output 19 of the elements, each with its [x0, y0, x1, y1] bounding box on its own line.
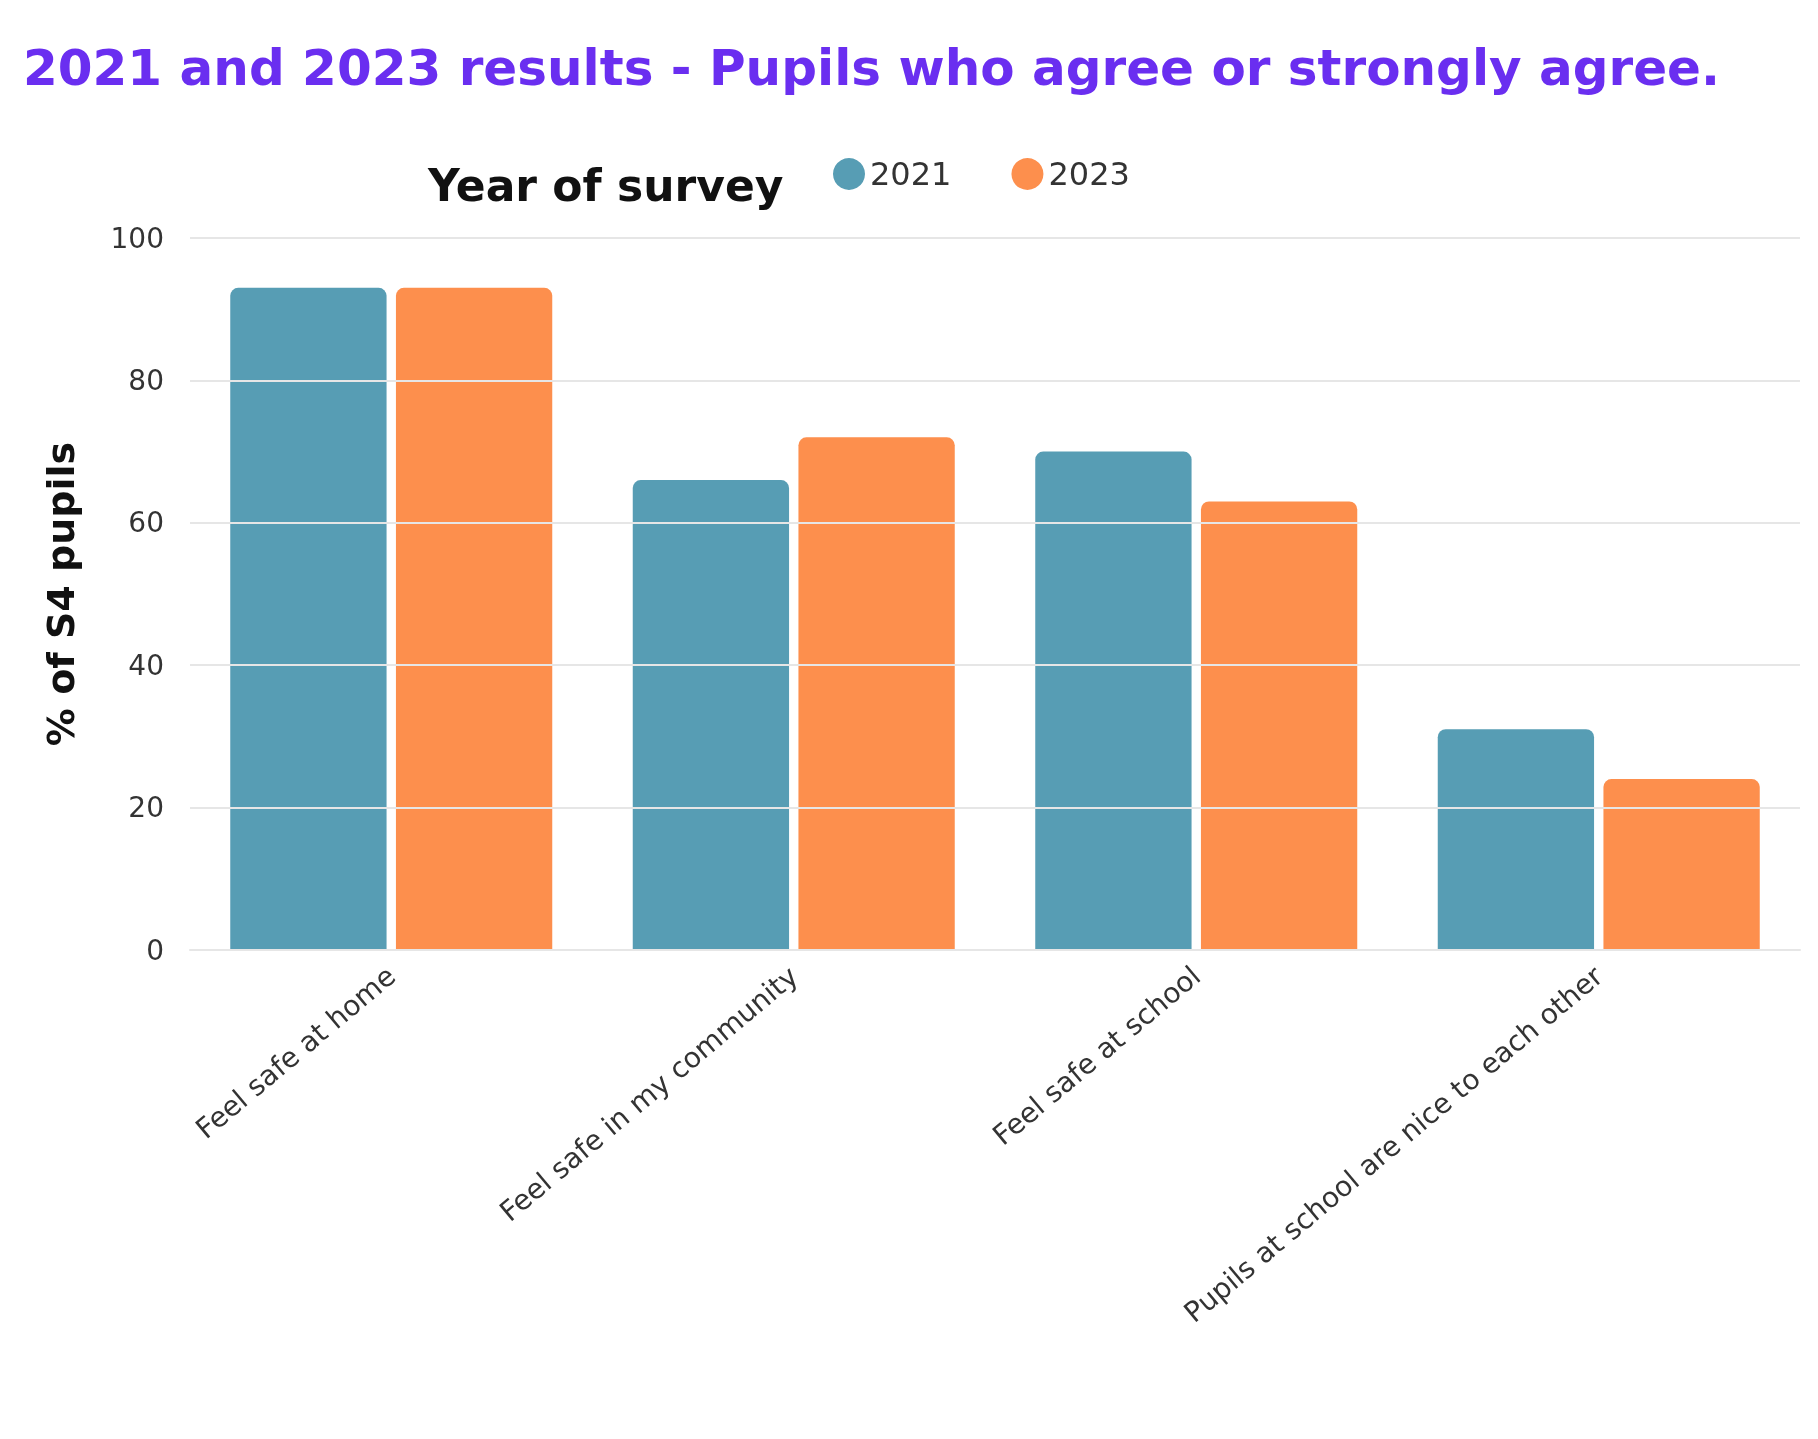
legend-title: Year of survey: [427, 159, 784, 211]
bar: [632, 480, 790, 950]
bar: [1437, 729, 1595, 950]
bar: [1035, 451, 1192, 950]
y-tick-label: 100: [110, 221, 164, 255]
y-tick-label: 40: [128, 648, 164, 682]
y-tick-label: 80: [128, 363, 164, 397]
y-axis-title: % of S4 pupils: [39, 441, 83, 747]
legend-label: 2023: [1048, 155, 1130, 193]
y-tick-label: 60: [128, 506, 164, 540]
bar: [798, 437, 955, 950]
bar: [395, 287, 553, 950]
y-tick-label: 20: [128, 791, 164, 825]
chart-title: 2021 and 2023 results - Pupils who agree or strongly agree.: [23, 39, 1721, 97]
bar: [1200, 501, 1358, 950]
y-tick-label: 0: [146, 933, 164, 967]
bar: [1603, 779, 1760, 950]
legend-label: 2021: [870, 155, 952, 193]
bar: [230, 287, 387, 950]
